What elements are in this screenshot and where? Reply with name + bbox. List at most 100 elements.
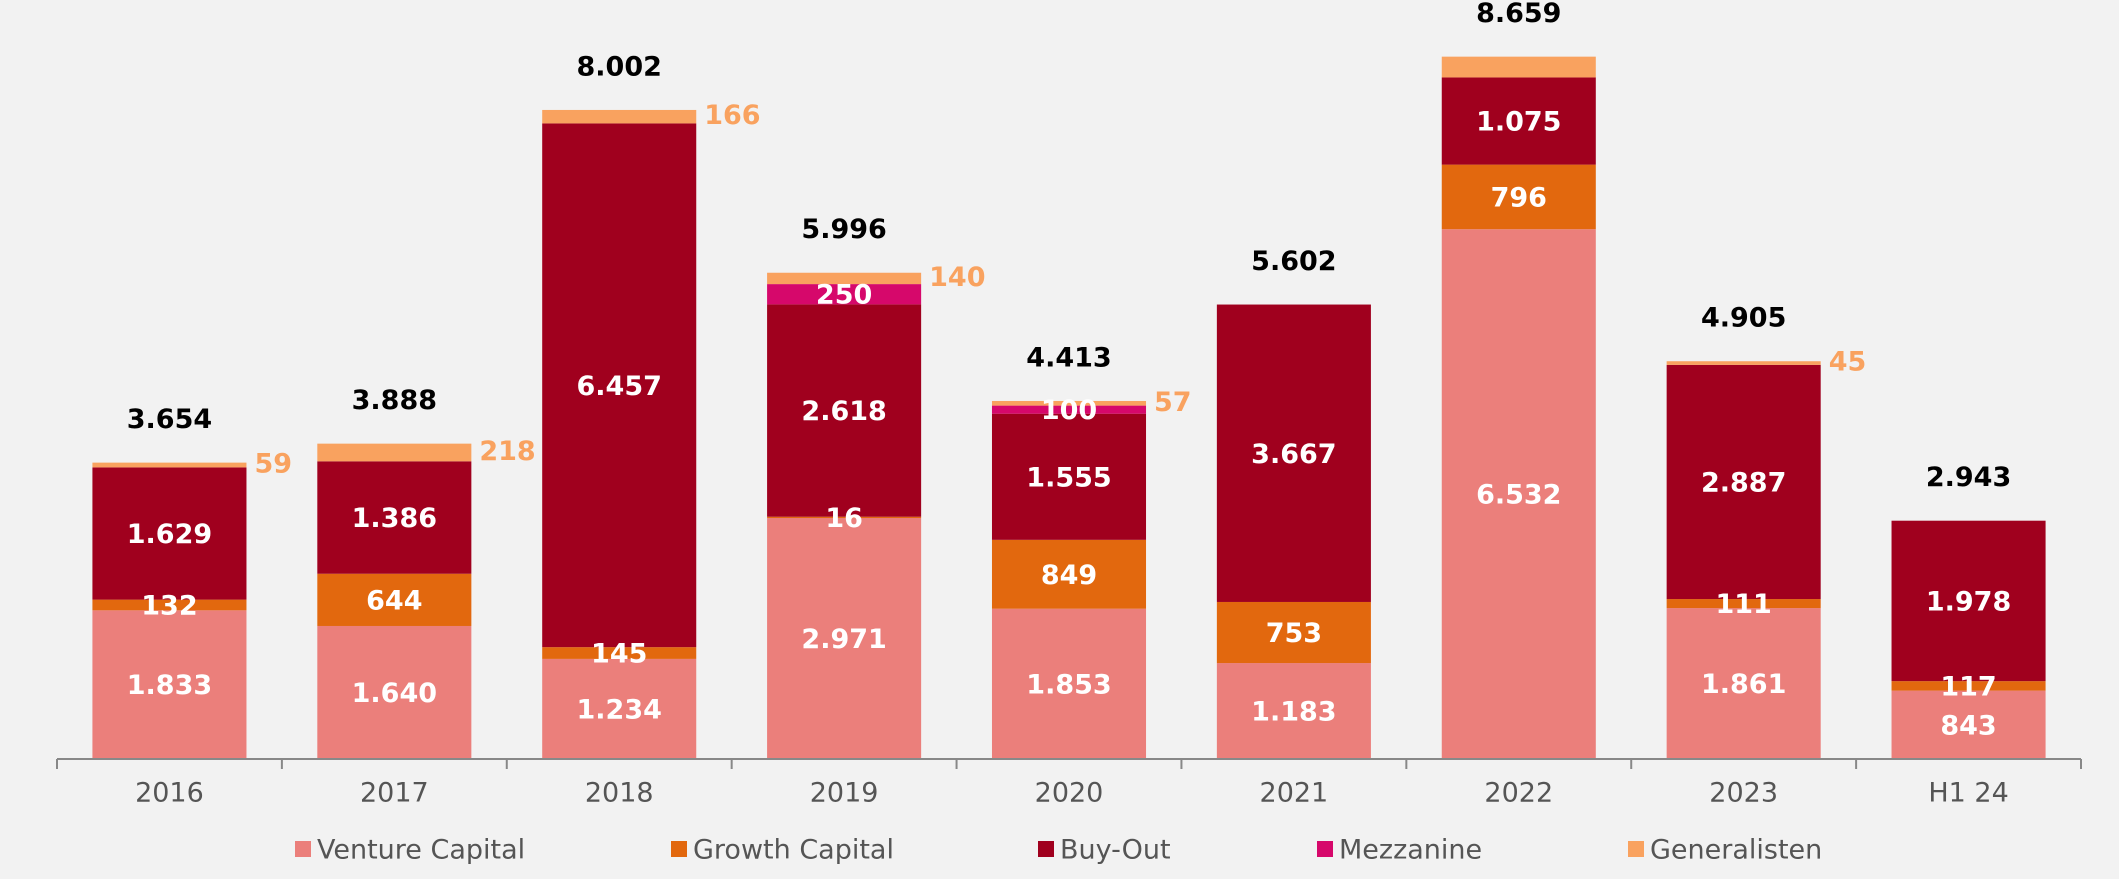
data-label: 1.629 (127, 519, 212, 550)
data-label: 140 (929, 262, 985, 293)
data-label: 2.618 (801, 396, 886, 427)
data-label: 849 (1041, 560, 1097, 591)
bar-segment (767, 284, 922, 305)
bar-segment (1216, 601, 1371, 664)
bar-segment (317, 573, 472, 626)
bar-segment (92, 467, 247, 600)
bar-segment (1891, 681, 2046, 691)
x-tick-label: 2021 (1260, 778, 1329, 809)
legend-label: Growth Capital (693, 835, 894, 866)
data-label: 3.667 (1251, 439, 1336, 470)
data-label: 1.555 (1026, 462, 1111, 493)
data-label: 1.853 (1026, 669, 1111, 700)
bar-segment (92, 462, 247, 468)
legend-label: Venture Capital (317, 835, 525, 866)
data-label: 100 (1041, 395, 1097, 426)
x-tick-label: 2020 (1035, 778, 1104, 809)
data-label: 218 (479, 436, 535, 467)
total-label: 3.888 (352, 385, 437, 416)
data-label: 1.978 (1926, 586, 2011, 617)
bar-segment (1216, 304, 1371, 602)
data-label: 843 (1940, 710, 1996, 741)
total-label: 3.654 (127, 404, 212, 435)
data-label: 644 (366, 585, 422, 616)
bar-segment (1441, 56, 1596, 78)
bar-segment (1441, 164, 1596, 230)
bar-segment (92, 610, 247, 759)
bar-segment (1666, 364, 1821, 600)
bar-segment (767, 516, 922, 519)
bar-segment (1666, 599, 1821, 609)
data-label: 132 (141, 590, 197, 621)
data-label: 2.971 (801, 624, 886, 655)
total-label: 4.413 (1026, 343, 1111, 374)
bar-segment (991, 405, 1147, 414)
data-label: 59 (254, 449, 292, 480)
data-label: 145 (591, 639, 647, 670)
total-label: 5.996 (801, 214, 886, 245)
total-label: 5.602 (1251, 246, 1336, 277)
bar-segment (1666, 361, 1821, 365)
total-label: 4.905 (1701, 303, 1786, 334)
bar-segment (542, 123, 697, 648)
bar-segment (767, 272, 922, 285)
data-label: 57 (1154, 387, 1192, 418)
bar-segment (1441, 229, 1596, 759)
total-label: 2.943 (1926, 462, 2011, 493)
x-tick-label: 2019 (810, 778, 879, 809)
data-label: 16 (825, 503, 863, 534)
legend-swatch (1317, 841, 1333, 857)
bar-segment (317, 443, 472, 462)
legend-label: Generalisten (1650, 835, 1822, 866)
x-tick-label: 2023 (1709, 778, 1778, 809)
bar-segment (991, 539, 1147, 609)
bar-segment (317, 461, 472, 574)
bar-segment (92, 599, 247, 611)
total-label: 8.659 (1476, 0, 1561, 29)
bar-segment (991, 413, 1147, 540)
bar-segment (317, 625, 472, 759)
data-label: 111 (1715, 589, 1771, 620)
x-tick-label: 2018 (585, 778, 654, 809)
bar-segment (1441, 77, 1596, 165)
data-label: 1.234 (577, 694, 662, 725)
data-label: 166 (704, 100, 760, 131)
x-tick-label: 2017 (360, 778, 429, 809)
x-tick-label: 2016 (135, 778, 204, 809)
bar-segment (991, 608, 1147, 759)
data-label: 117 (1940, 671, 1996, 702)
data-label: 753 (1266, 618, 1322, 649)
bar-segment (542, 658, 697, 759)
data-label: 796 (1491, 182, 1547, 213)
bar-segment (767, 518, 922, 759)
legend-swatch (1628, 841, 1644, 857)
bar-segment (1216, 663, 1371, 759)
legend-swatch (1038, 841, 1054, 857)
bar-segment (991, 400, 1147, 406)
bar-segment (1666, 608, 1821, 759)
legend-swatch (295, 841, 311, 857)
data-label: 2.887 (1701, 467, 1786, 498)
legend-label: Buy-Out (1060, 835, 1171, 866)
data-label: 250 (816, 280, 872, 311)
x-tick-label: 2022 (1484, 778, 1553, 809)
bar-segment (542, 647, 697, 659)
legend-swatch (671, 841, 687, 857)
data-label: 1.640 (352, 678, 437, 709)
bar-segment (542, 109, 697, 124)
data-label: 6.457 (577, 371, 662, 402)
legend-label: Mezzanine (1339, 835, 1482, 866)
bar-segment (1891, 690, 2046, 759)
bar-segment (767, 304, 922, 517)
data-label: 1.183 (1251, 697, 1336, 728)
x-tick-label: H1 24 (1928, 778, 2008, 809)
data-label: 1.833 (127, 670, 212, 701)
bar-segment (1891, 520, 2046, 682)
data-label: 6.532 (1476, 480, 1561, 511)
data-label: 1.075 (1476, 107, 1561, 138)
total-label: 8.002 (577, 51, 662, 82)
data-label: 1.386 (352, 503, 437, 534)
data-label: 1.861 (1701, 669, 1786, 700)
data-label: 45 (1829, 347, 1867, 378)
